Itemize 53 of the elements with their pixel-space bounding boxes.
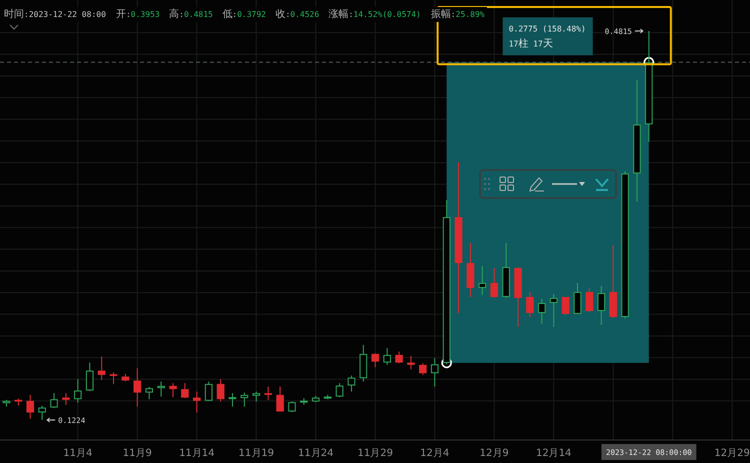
annotation: 17柱 17天 xyxy=(508,37,553,50)
candlestick xyxy=(38,405,46,420)
x-tick-label: 11月4 xyxy=(63,448,92,459)
candlestick xyxy=(288,400,296,413)
candlestick xyxy=(134,368,142,408)
candlestick xyxy=(157,381,165,398)
x-tick-label: 11月9 xyxy=(122,448,152,459)
candlestick xyxy=(26,394,34,420)
x-tick-label: 12月14 xyxy=(536,448,572,459)
candlestick xyxy=(228,392,236,408)
candlestick xyxy=(264,386,272,400)
x-tick-label: 12月9 xyxy=(480,448,509,459)
candlestick xyxy=(490,268,498,298)
candlestick xyxy=(192,391,201,414)
x-tick-label: 11月14 xyxy=(179,448,215,459)
candlestick xyxy=(216,378,224,402)
candlestick xyxy=(62,392,70,406)
candlestick xyxy=(383,348,391,366)
candlestick xyxy=(395,351,403,364)
candlestick xyxy=(86,362,94,392)
x-tick-label: 12月4 xyxy=(420,448,450,459)
annotation: 0.2775 (158.48%) xyxy=(508,24,586,34)
candlestick xyxy=(597,286,606,326)
candlestick xyxy=(336,382,344,398)
candlestick xyxy=(50,392,58,409)
chart-title: 时间:2023-12-22 08:00 开:0.3953 高:0.4815 低:0.3792 收:0.4526 涨幅:14.52%(0.0574) 振幅:25.89% xyxy=(4,9,485,20)
candlestick xyxy=(538,298,546,324)
candlestick xyxy=(360,344,368,382)
candlestick xyxy=(371,352,380,368)
candlestick xyxy=(204,381,212,402)
x-tick-label: 12月29 xyxy=(714,448,750,459)
candlestick xyxy=(98,356,106,380)
candlestick xyxy=(574,282,582,314)
candlestick xyxy=(74,378,82,404)
candlestick xyxy=(419,362,427,376)
candlestick xyxy=(240,392,248,408)
candlestick xyxy=(181,382,189,399)
candlestick xyxy=(110,372,118,385)
x-tick-label: 11月24 xyxy=(298,448,334,459)
x-tick-label: 11月19 xyxy=(238,448,274,459)
candlestick xyxy=(586,287,594,312)
candlestick xyxy=(478,266,486,296)
candlestick xyxy=(550,294,558,328)
candlestick xyxy=(145,386,154,400)
candlestick xyxy=(252,391,260,402)
candlestick xyxy=(430,358,439,388)
candlestick xyxy=(169,382,177,398)
x-tick-label: 11月29 xyxy=(358,448,393,459)
candlestick xyxy=(526,291,534,318)
candlestick xyxy=(276,386,284,412)
candlestick xyxy=(407,355,415,370)
candlestick xyxy=(562,296,570,316)
candlestick xyxy=(348,375,356,392)
